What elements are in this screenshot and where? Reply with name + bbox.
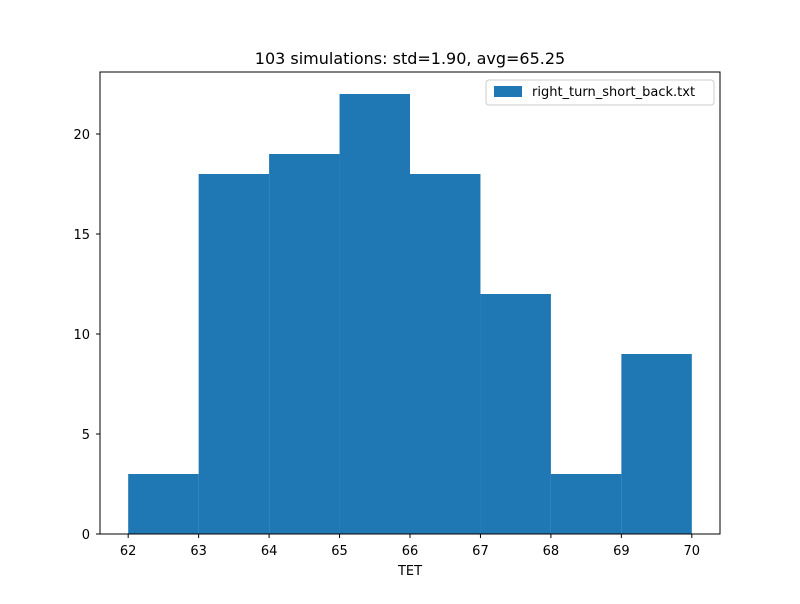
histogram-bar [410, 174, 481, 534]
y-tick-label: 0 [82, 528, 90, 543]
y-tick-label: 5 [82, 428, 90, 443]
legend: right_turn_short_back.txt [485, 79, 715, 106]
x-tick-label: 69 [613, 544, 630, 559]
x-tick-label: 70 [684, 544, 701, 559]
y-axis: 0 5 10 15 20 [73, 128, 100, 543]
x-tick-label: 63 [190, 544, 207, 559]
histogram-bar [198, 174, 270, 534]
y-tick-label: 20 [73, 128, 90, 143]
x-tick-label: 65 [331, 544, 348, 559]
x-axis-label: TET [397, 564, 422, 579]
y-tick-label: 10 [73, 328, 90, 343]
legend-swatch [494, 86, 522, 97]
histogram-bar [550, 474, 622, 534]
x-tick-label: 66 [402, 544, 419, 559]
histogram-bar [480, 294, 551, 534]
x-tick-label: 68 [543, 544, 560, 559]
plot-frame [99, 71, 721, 535]
y-tick-label: 15 [73, 228, 90, 243]
x-tick-label: 64 [261, 544, 278, 559]
histogram-bar [339, 94, 410, 534]
chart-title: 103 simulations: std=1.90, avg=65.25 [255, 49, 565, 68]
histogram-bar [621, 354, 692, 534]
histogram-bars [128, 94, 692, 534]
x-tick-label: 62 [120, 544, 137, 559]
histogram-bar [269, 154, 340, 534]
legend-label: right_turn_short_back.txt [532, 85, 695, 100]
x-tick-label: 67 [472, 544, 489, 559]
histogram-bar [128, 474, 199, 534]
legend-box [485, 79, 715, 106]
x-axis: 62 63 64 65 66 67 68 69 70 [120, 534, 700, 559]
